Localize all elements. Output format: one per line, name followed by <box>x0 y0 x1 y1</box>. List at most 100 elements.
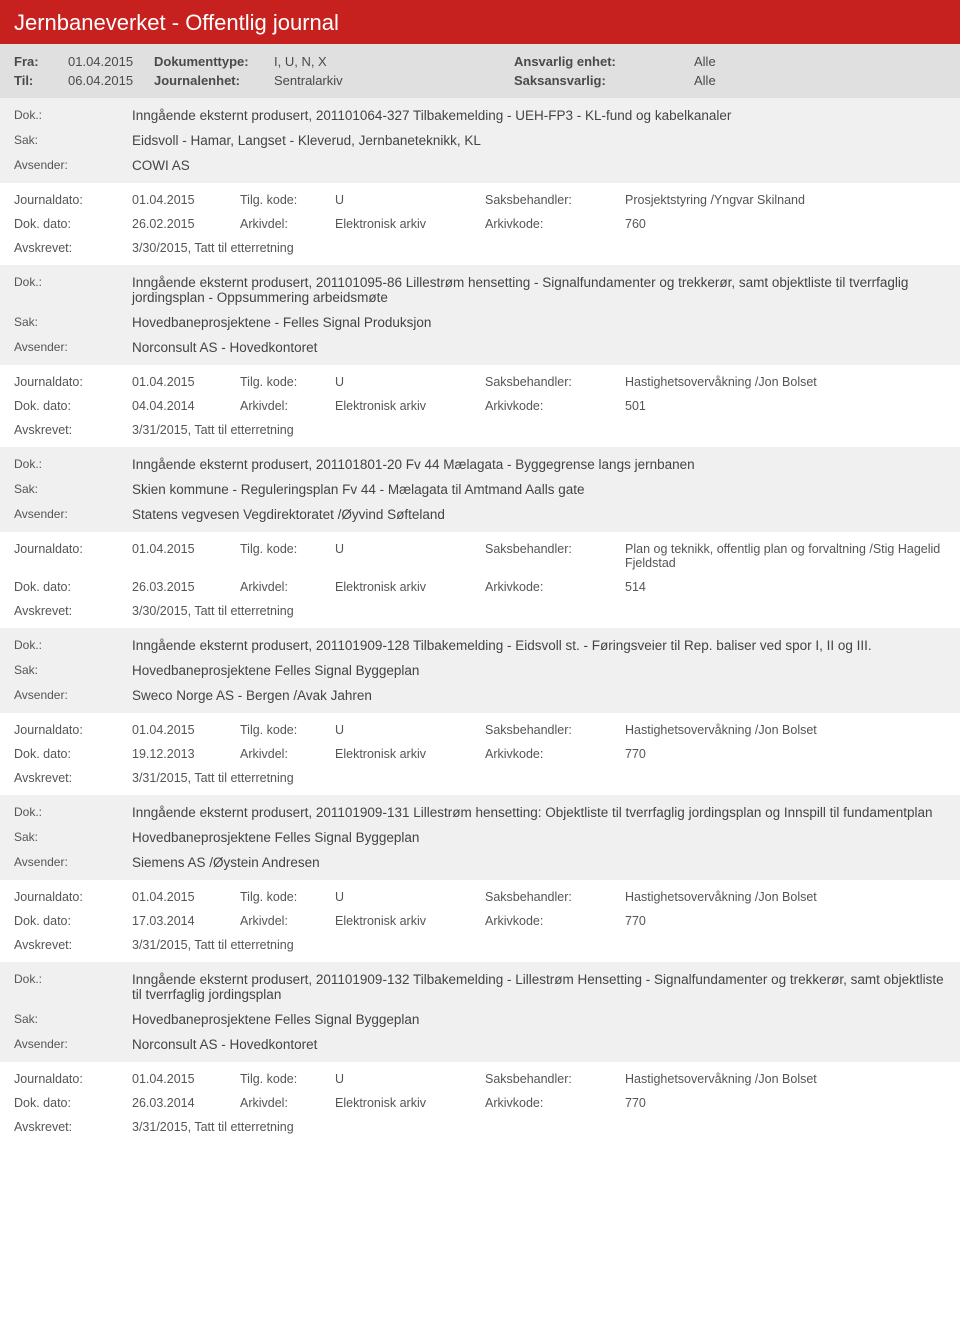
dokdato-value: 04.04.2014 <box>132 399 240 413</box>
filter-doktype-value: I, U, N, X <box>274 54 514 69</box>
saksbehandler-label: Saksbehandler: <box>485 542 625 570</box>
avskrevet-label: Avskrevet: <box>14 1120 132 1134</box>
filter-ansvarlig-label: Ansvarlig enhet: <box>514 54 694 69</box>
sak-value: Hovedbaneprosjektene Felles Signal Bygge… <box>132 830 946 845</box>
record-header: Dok.:Inngående eksternt produsert, 20110… <box>0 795 960 880</box>
filter-journalenhet-value: Sentralarkiv <box>274 73 514 88</box>
filter-fra-value: 01.04.2015 <box>68 54 154 69</box>
journaldato-value: 01.04.2015 <box>132 193 240 207</box>
filter-saksansvarlig-label: Saksansvarlig: <box>514 73 694 88</box>
dokdato-label: Dok. dato: <box>14 580 132 594</box>
records-list: Dok.:Inngående eksternt produsert, 20110… <box>0 98 960 1154</box>
saksbehandler-value: Hastighetsovervåkning /Jon Bolset <box>625 1072 946 1086</box>
arkivdel-label: Arkivdel: <box>240 1096 335 1110</box>
avsender-value: Norconsult AS - Hovedkontoret <box>132 1037 946 1052</box>
dokdato-value: 26.02.2015 <box>132 217 240 231</box>
arkivkode-value: 770 <box>625 1096 946 1110</box>
avskrevet-value: 3/31/2015, Tatt til etterretning <box>132 423 946 437</box>
avsender-label: Avsender: <box>14 158 132 173</box>
arkivkode-value: 770 <box>625 747 946 761</box>
filter-til-value: 06.04.2015 <box>68 73 154 88</box>
saksbehandler-label: Saksbehandler: <box>485 890 625 904</box>
tilgkode-value: U <box>335 542 485 570</box>
dok-value: Inngående eksternt produsert, 201101064-… <box>132 108 946 123</box>
tilgkode-value: U <box>335 1072 485 1086</box>
dokdato-value: 19.12.2013 <box>132 747 240 761</box>
arkivkode-label: Arkivkode: <box>485 217 625 231</box>
dok-value: Inngående eksternt produsert, 201101909-… <box>132 972 946 1002</box>
arkivkode-value: 770 <box>625 914 946 928</box>
saksbehandler-value: Hastighetsovervåkning /Jon Bolset <box>625 375 946 389</box>
avsender-value: COWI AS <box>132 158 946 173</box>
dok-value: Inngående eksternt produsert, 201101909-… <box>132 805 946 820</box>
journaldato-value: 01.04.2015 <box>132 723 240 737</box>
record-header: Dok.:Inngående eksternt produsert, 20110… <box>0 962 960 1062</box>
filter-til-label: Til: <box>14 73 68 88</box>
arkivdel-value: Elektronisk arkiv <box>335 580 485 594</box>
tilgkode-label: Tilg. kode: <box>240 1072 335 1086</box>
arkivdel-label: Arkivdel: <box>240 399 335 413</box>
record-header: Dok.:Inngående eksternt produsert, 20110… <box>0 265 960 365</box>
dok-value: Inngående eksternt produsert, 201101909-… <box>132 638 946 653</box>
avsender-label: Avsender: <box>14 688 132 703</box>
tilgkode-label: Tilg. kode: <box>240 890 335 904</box>
sak-label: Sak: <box>14 830 132 845</box>
dokdato-label: Dok. dato: <box>14 914 132 928</box>
journaldato-label: Journaldato: <box>14 723 132 737</box>
tilgkode-label: Tilg. kode: <box>240 193 335 207</box>
dokdato-label: Dok. dato: <box>14 747 132 761</box>
journaldato-label: Journaldato: <box>14 890 132 904</box>
tilgkode-label: Tilg. kode: <box>240 542 335 570</box>
journaldato-value: 01.04.2015 <box>132 890 240 904</box>
arkivkode-value: 514 <box>625 580 946 594</box>
arkivdel-label: Arkivdel: <box>240 747 335 761</box>
avsender-value: Sweco Norge AS - Bergen /Avak Jahren <box>132 688 946 703</box>
avskrevet-label: Avskrevet: <box>14 938 132 952</box>
dok-label: Dok.: <box>14 805 132 820</box>
avsender-label: Avsender: <box>14 1037 132 1052</box>
avsender-label: Avsender: <box>14 340 132 355</box>
avskrevet-value: 3/31/2015, Tatt til etterretning <box>132 1120 946 1134</box>
avskrevet-label: Avskrevet: <box>14 241 132 255</box>
avskrevet-value: 3/30/2015, Tatt til etterretning <box>132 604 946 618</box>
record-header: Dok.:Inngående eksternt produsert, 20110… <box>0 98 960 183</box>
sak-value: Hovedbaneprosjektene Felles Signal Bygge… <box>132 663 946 678</box>
dokdato-value: 17.03.2014 <box>132 914 240 928</box>
tilgkode-value: U <box>335 723 485 737</box>
filter-row-1: Fra: 01.04.2015 Dokumenttype: I, U, N, X… <box>14 54 946 69</box>
sak-value: Hovedbaneprosjektene - Felles Signal Pro… <box>132 315 946 330</box>
page-header: Jernbaneverket - Offentlig journal <box>0 0 960 44</box>
arkivdel-label: Arkivdel: <box>240 217 335 231</box>
arkivkode-value: 760 <box>625 217 946 231</box>
saksbehandler-value: Hastighetsovervåkning /Jon Bolset <box>625 890 946 904</box>
filter-fra-label: Fra: <box>14 54 68 69</box>
sak-label: Sak: <box>14 133 132 148</box>
tilgkode-label: Tilg. kode: <box>240 723 335 737</box>
sak-label: Sak: <box>14 1012 132 1027</box>
arkivdel-label: Arkivdel: <box>240 914 335 928</box>
record-meta: Journaldato:01.04.2015Tilg. kode:USaksbe… <box>0 365 960 447</box>
dokdato-label: Dok. dato: <box>14 217 132 231</box>
avskrevet-value: 3/31/2015, Tatt til etterretning <box>132 771 946 785</box>
record-meta: Journaldato:01.04.2015Tilg. kode:USaksbe… <box>0 880 960 962</box>
dokdato-value: 26.03.2014 <box>132 1096 240 1110</box>
arkivkode-label: Arkivkode: <box>485 914 625 928</box>
arkivdel-value: Elektronisk arkiv <box>335 217 485 231</box>
filter-journalenhet-label: Journalenhet: <box>154 73 274 88</box>
avskrevet-label: Avskrevet: <box>14 771 132 785</box>
filter-ansvarlig-value: Alle <box>694 54 946 69</box>
avskrevet-value: 3/31/2015, Tatt til etterretning <box>132 938 946 952</box>
journaldato-label: Journaldato: <box>14 1072 132 1086</box>
dokdato-label: Dok. dato: <box>14 399 132 413</box>
journaldato-value: 01.04.2015 <box>132 375 240 389</box>
saksbehandler-value: Hastighetsovervåkning /Jon Bolset <box>625 723 946 737</box>
dok-label: Dok.: <box>14 108 132 123</box>
avskrevet-label: Avskrevet: <box>14 604 132 618</box>
page-title: Jernbaneverket - Offentlig journal <box>14 10 946 36</box>
journaldato-value: 01.04.2015 <box>132 542 240 570</box>
record-meta: Journaldato:01.04.2015Tilg. kode:USaksbe… <box>0 532 960 628</box>
saksbehandler-value: Plan og teknikk, offentlig plan og forva… <box>625 542 946 570</box>
arkivdel-value: Elektronisk arkiv <box>335 747 485 761</box>
filter-bar: Fra: 01.04.2015 Dokumenttype: I, U, N, X… <box>0 44 960 98</box>
tilgkode-value: U <box>335 193 485 207</box>
